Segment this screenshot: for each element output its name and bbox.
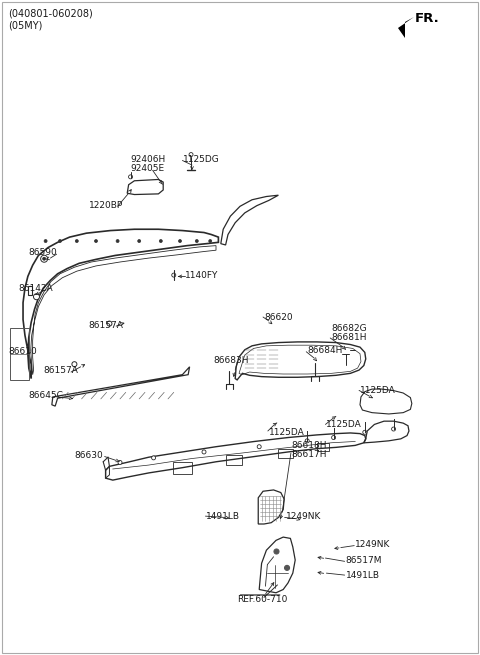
Text: 1125DA: 1125DA xyxy=(360,386,396,395)
Circle shape xyxy=(107,321,112,326)
Text: 86157A: 86157A xyxy=(43,366,78,375)
Circle shape xyxy=(116,240,119,242)
Text: 86157A: 86157A xyxy=(89,321,124,330)
Text: (05MY): (05MY) xyxy=(8,20,42,30)
Text: 92406H: 92406H xyxy=(131,155,166,164)
Circle shape xyxy=(118,460,122,464)
Circle shape xyxy=(59,240,61,242)
Circle shape xyxy=(34,293,39,300)
Text: 86630: 86630 xyxy=(74,451,103,460)
Circle shape xyxy=(392,427,396,431)
Text: 86590: 86590 xyxy=(29,248,58,257)
Circle shape xyxy=(179,240,181,242)
Circle shape xyxy=(138,240,141,242)
Polygon shape xyxy=(398,17,414,38)
Text: 92405E: 92405E xyxy=(131,164,165,174)
Text: 1491LB: 1491LB xyxy=(206,512,240,521)
Circle shape xyxy=(274,549,279,554)
Text: 86645C: 86645C xyxy=(29,391,64,400)
Text: 1125DA: 1125DA xyxy=(326,420,362,429)
Text: 86620: 86620 xyxy=(264,312,293,322)
Text: 1220BP: 1220BP xyxy=(89,201,123,210)
Text: 86682G: 86682G xyxy=(331,324,367,333)
Circle shape xyxy=(209,240,212,242)
Circle shape xyxy=(332,436,336,440)
Circle shape xyxy=(202,450,206,454)
Text: 86610: 86610 xyxy=(9,346,37,356)
Text: 86681H: 86681H xyxy=(331,333,367,343)
Circle shape xyxy=(172,273,176,277)
Circle shape xyxy=(129,175,132,179)
Text: 86517M: 86517M xyxy=(346,555,382,565)
Circle shape xyxy=(152,456,156,460)
Circle shape xyxy=(159,240,162,242)
Circle shape xyxy=(305,439,309,443)
Text: 86618H: 86618H xyxy=(292,441,327,450)
Text: 86617H: 86617H xyxy=(292,450,327,459)
Text: 1125DG: 1125DG xyxy=(183,155,220,164)
Text: 86683H: 86683H xyxy=(214,356,249,365)
Circle shape xyxy=(285,565,289,571)
Text: (040801-060208): (040801-060208) xyxy=(8,8,93,18)
Text: 1249NK: 1249NK xyxy=(286,512,321,521)
Text: 1125DA: 1125DA xyxy=(269,428,304,437)
Text: 1140FY: 1140FY xyxy=(185,271,218,280)
Text: 86142A: 86142A xyxy=(18,284,53,293)
Circle shape xyxy=(43,257,46,260)
Circle shape xyxy=(189,153,193,157)
Circle shape xyxy=(363,430,367,434)
Circle shape xyxy=(72,362,77,367)
Circle shape xyxy=(95,240,97,242)
Text: 86684H: 86684H xyxy=(307,346,343,355)
Circle shape xyxy=(44,240,47,242)
Text: FR.: FR. xyxy=(415,12,440,25)
Text: REF.60-710: REF.60-710 xyxy=(238,595,288,605)
Circle shape xyxy=(195,240,198,242)
Circle shape xyxy=(75,240,78,242)
Text: 1249NK: 1249NK xyxy=(355,540,391,549)
Circle shape xyxy=(257,445,261,449)
Text: 1491LB: 1491LB xyxy=(346,571,380,580)
